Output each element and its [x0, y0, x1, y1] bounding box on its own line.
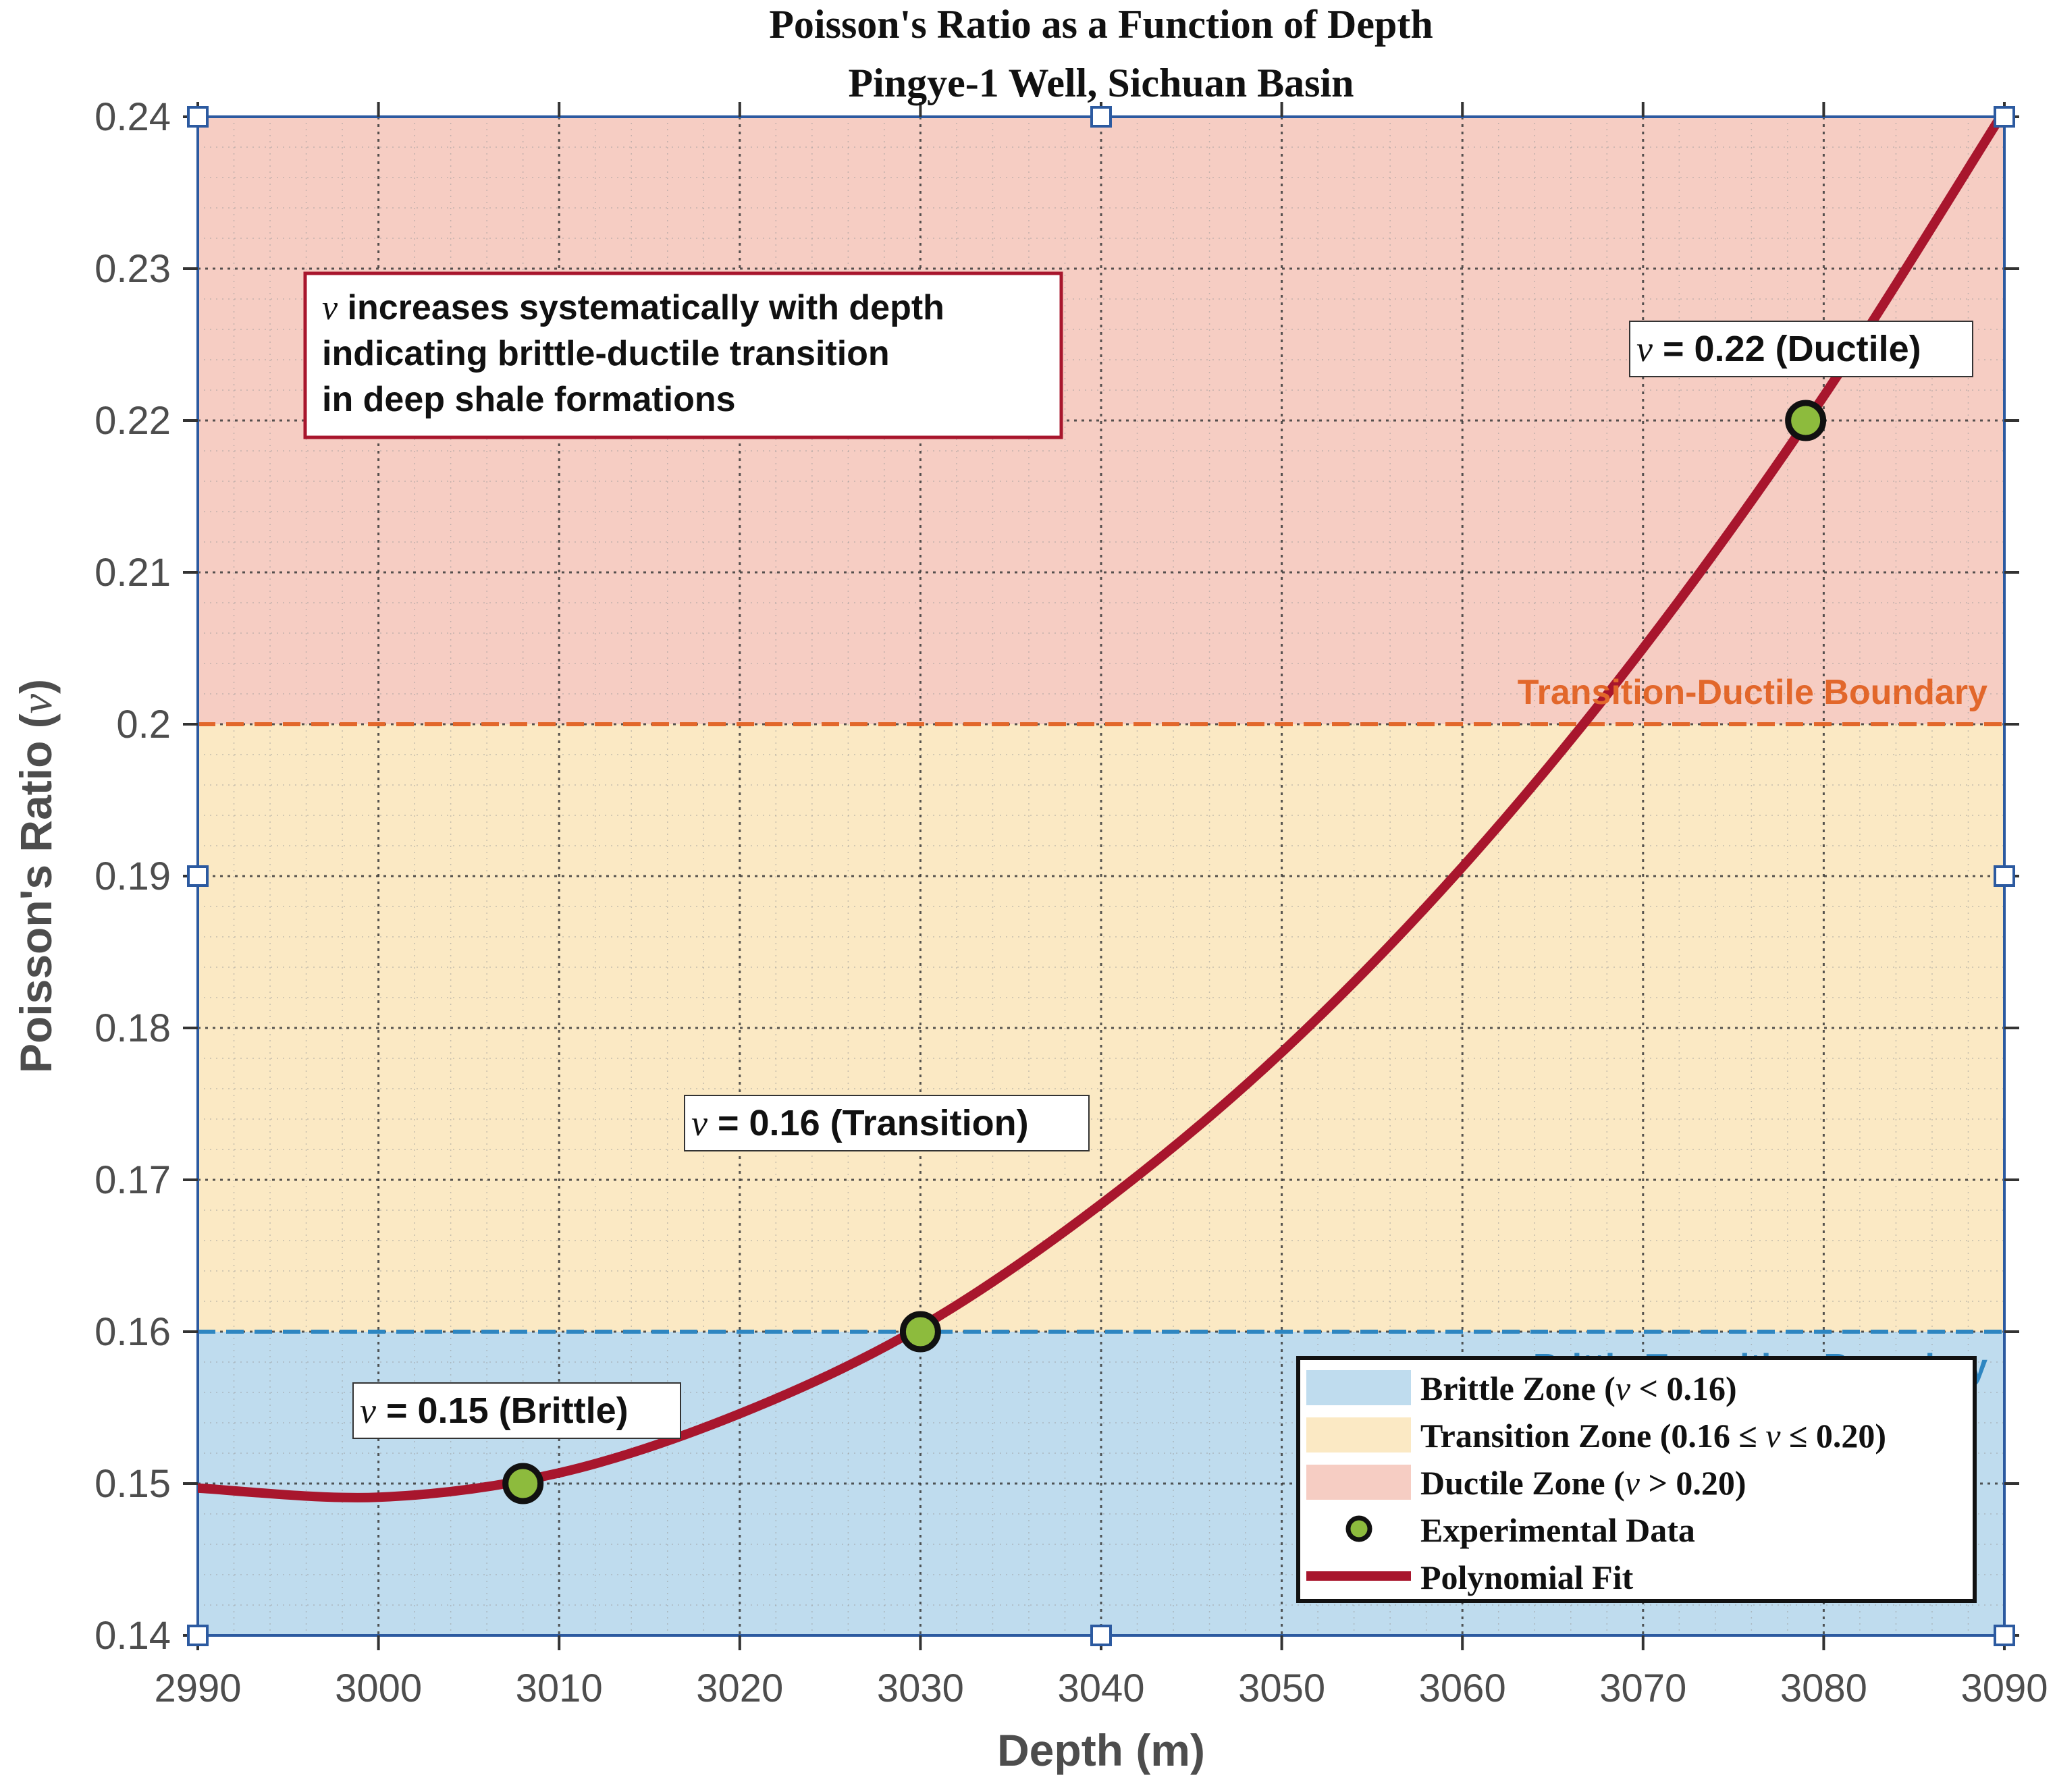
x-tick-label: 2990	[154, 1666, 241, 1710]
legend-entry-brittle-symbol: ν	[1616, 1369, 1631, 1407]
y-tick-label: 0.16	[95, 1310, 171, 1354]
point-label-ductile-value: = 0.22 (Ductile)	[1653, 329, 1921, 369]
annotation-line-1-text: increases systematically with depth	[338, 288, 944, 327]
annotation-line-2: indicating brittle-ductile transition	[322, 334, 890, 373]
legend-entry-brittle: Brittle Zone (ν < 0.16)	[1420, 1369, 1737, 1407]
y-tick-label: 0.17	[95, 1158, 171, 1202]
boundary-layer	[198, 722, 2004, 1334]
y-tick-label: 0.21	[95, 551, 171, 595]
y-tick-label: 0.19	[95, 854, 171, 898]
legend-entry-ductile: Ductile Zone (ν > 0.20)	[1420, 1464, 1746, 1502]
markers-layer	[187, 106, 2015, 1646]
transition-ductile-boundary-label: Transition-Ductile Boundary	[1518, 673, 1987, 712]
point-label-brittle-symbol: ν	[360, 1390, 376, 1431]
y-axis-label-prefix: Poisson's Ratio (	[11, 713, 61, 1073]
axes-handle-marker	[1994, 1625, 2015, 1646]
y-tick-label: 0.23	[95, 247, 171, 291]
point-label-transition-text: ν = 0.16 (Transition)	[691, 1103, 1029, 1143]
point-label-transition-box	[684, 1095, 1090, 1151]
y-tick-labels: 0.14 0.15 0.16 0.17 0.18 0.19 0.2 0.21 0.22 0.23 0…	[95, 95, 171, 1658]
y-axis-label-symbol: ν	[12, 693, 61, 713]
legend-entry-transition: Transition Zone (0.16 ≤ ν ≤ 0.20)	[1420, 1417, 1886, 1455]
polynomial-fit-curve	[198, 117, 2004, 1502]
y-tick-label: 0.2	[116, 703, 171, 746]
point-label-brittle-text: ν = 0.15 (Brittle)	[360, 1390, 629, 1431]
legend-entry-transition-prefix: Transition Zone (0.16 ≤	[1420, 1417, 1765, 1455]
x-tick-label: 3030	[877, 1666, 964, 1710]
legend-entry-transition-symbol: ν	[1765, 1417, 1781, 1455]
x-tick-label: 3010	[516, 1666, 603, 1710]
x-tick-label: 3020	[696, 1666, 783, 1710]
legend-entry-brittle-prefix: Brittle Zone (	[1420, 1369, 1616, 1407]
y-tick-label: 0.18	[95, 1006, 171, 1050]
x-tick-label: 3070	[1599, 1666, 1686, 1710]
legend-marker-experimental	[1345, 1515, 1372, 1542]
legend-entry-ductile-symbol: ν	[1625, 1464, 1640, 1502]
experimental-data-point	[899, 1311, 941, 1353]
point-label-brittle-box	[352, 1382, 681, 1439]
x-tick-label: 3090	[1960, 1666, 2048, 1710]
x-tick-label: 3050	[1238, 1666, 1325, 1710]
point-label-ductile-box	[1629, 321, 1973, 377]
y-tick-label: 0.22	[95, 399, 171, 443]
axes-handle-marker	[1090, 1625, 1112, 1646]
legend-entry-experimental: Experimental Data	[1420, 1511, 1695, 1549]
x-tick-label: 3040	[1057, 1666, 1144, 1710]
axes-handle-marker	[187, 865, 209, 887]
x-tick-label: 3000	[335, 1666, 422, 1710]
point-label-ductile: ν = 0.22 (Ductile)	[1629, 321, 1973, 377]
axes-handle-marker	[1994, 865, 2015, 887]
x-tick-labels: 2990 3000 3010 3020 3030 3040 3050 3060 3070 3080…	[154, 1666, 2048, 1710]
annotation-line-1-symbol: ν	[322, 289, 338, 327]
annotation-box: ν increases systematically with depth in…	[303, 271, 1063, 439]
point-label-transition-symbol: ν	[691, 1103, 708, 1143]
legend-swatch-transition	[1306, 1417, 1411, 1452]
axes-handle-marker	[1090, 106, 1112, 128]
legend-entry-brittle-suffix: < 0.16)	[1630, 1369, 1737, 1407]
curve-layer	[198, 117, 2004, 1502]
experimental-data-point	[1785, 400, 1827, 441]
annotation-line-1: ν increases systematically with depth	[322, 288, 944, 327]
x-tick-label: 3080	[1780, 1666, 1867, 1710]
y-tick-label: 0.14	[95, 1614, 171, 1658]
annotation-box-frame	[303, 271, 1063, 439]
point-label-transition-value: = 0.16 (Transition)	[708, 1103, 1029, 1143]
annotation-line-3: in deep shale formations	[322, 380, 736, 419]
y-axis-label-suffix: )	[11, 679, 61, 694]
point-label-ductile-text: ν = 0.22 (Ductile)	[1636, 329, 1921, 369]
legend-swatch-ductile	[1306, 1465, 1411, 1500]
point-label-brittle: ν = 0.15 (Brittle)	[352, 1382, 681, 1439]
legend-swatch-brittle	[1306, 1370, 1411, 1405]
chart-title: Poisson's Ratio as a Function of Depth	[769, 2, 1433, 47]
x-axis-label: Depth (m)	[997, 1725, 1205, 1775]
x-tick-label: 3060	[1419, 1666, 1506, 1710]
axes-handle-marker	[1994, 106, 2015, 128]
legend-entry-transition-suffix: ≤ 0.20)	[1780, 1417, 1886, 1455]
y-axis-label: Poisson's Ratio (ν)	[11, 679, 61, 1073]
y-tick-label: 0.15	[95, 1462, 171, 1506]
experimental-data-point	[502, 1463, 544, 1504]
point-label-ductile-symbol: ν	[1636, 329, 1653, 369]
legend-entry-ductile-prefix: Ductile Zone (	[1420, 1464, 1625, 1502]
chart-subtitle: Pingye-1 Well, Sichuan Basin	[848, 61, 1354, 105]
axes-handle-marker	[187, 1625, 209, 1646]
legend: Brittle Zone (ν < 0.16) Transition Zone …	[1296, 1356, 1977, 1603]
points-layer	[502, 400, 1827, 1504]
y-tick-label: 0.24	[95, 95, 171, 139]
axes-handle-marker	[187, 106, 209, 128]
legend-entry-polynomial: Polynomial Fit	[1420, 1558, 1634, 1596]
point-label-brittle-value: = 0.15 (Brittle)	[376, 1390, 629, 1431]
legend-entry-ductile-suffix: > 0.20)	[1640, 1464, 1746, 1502]
point-label-transition: ν = 0.16 (Transition)	[684, 1095, 1090, 1151]
